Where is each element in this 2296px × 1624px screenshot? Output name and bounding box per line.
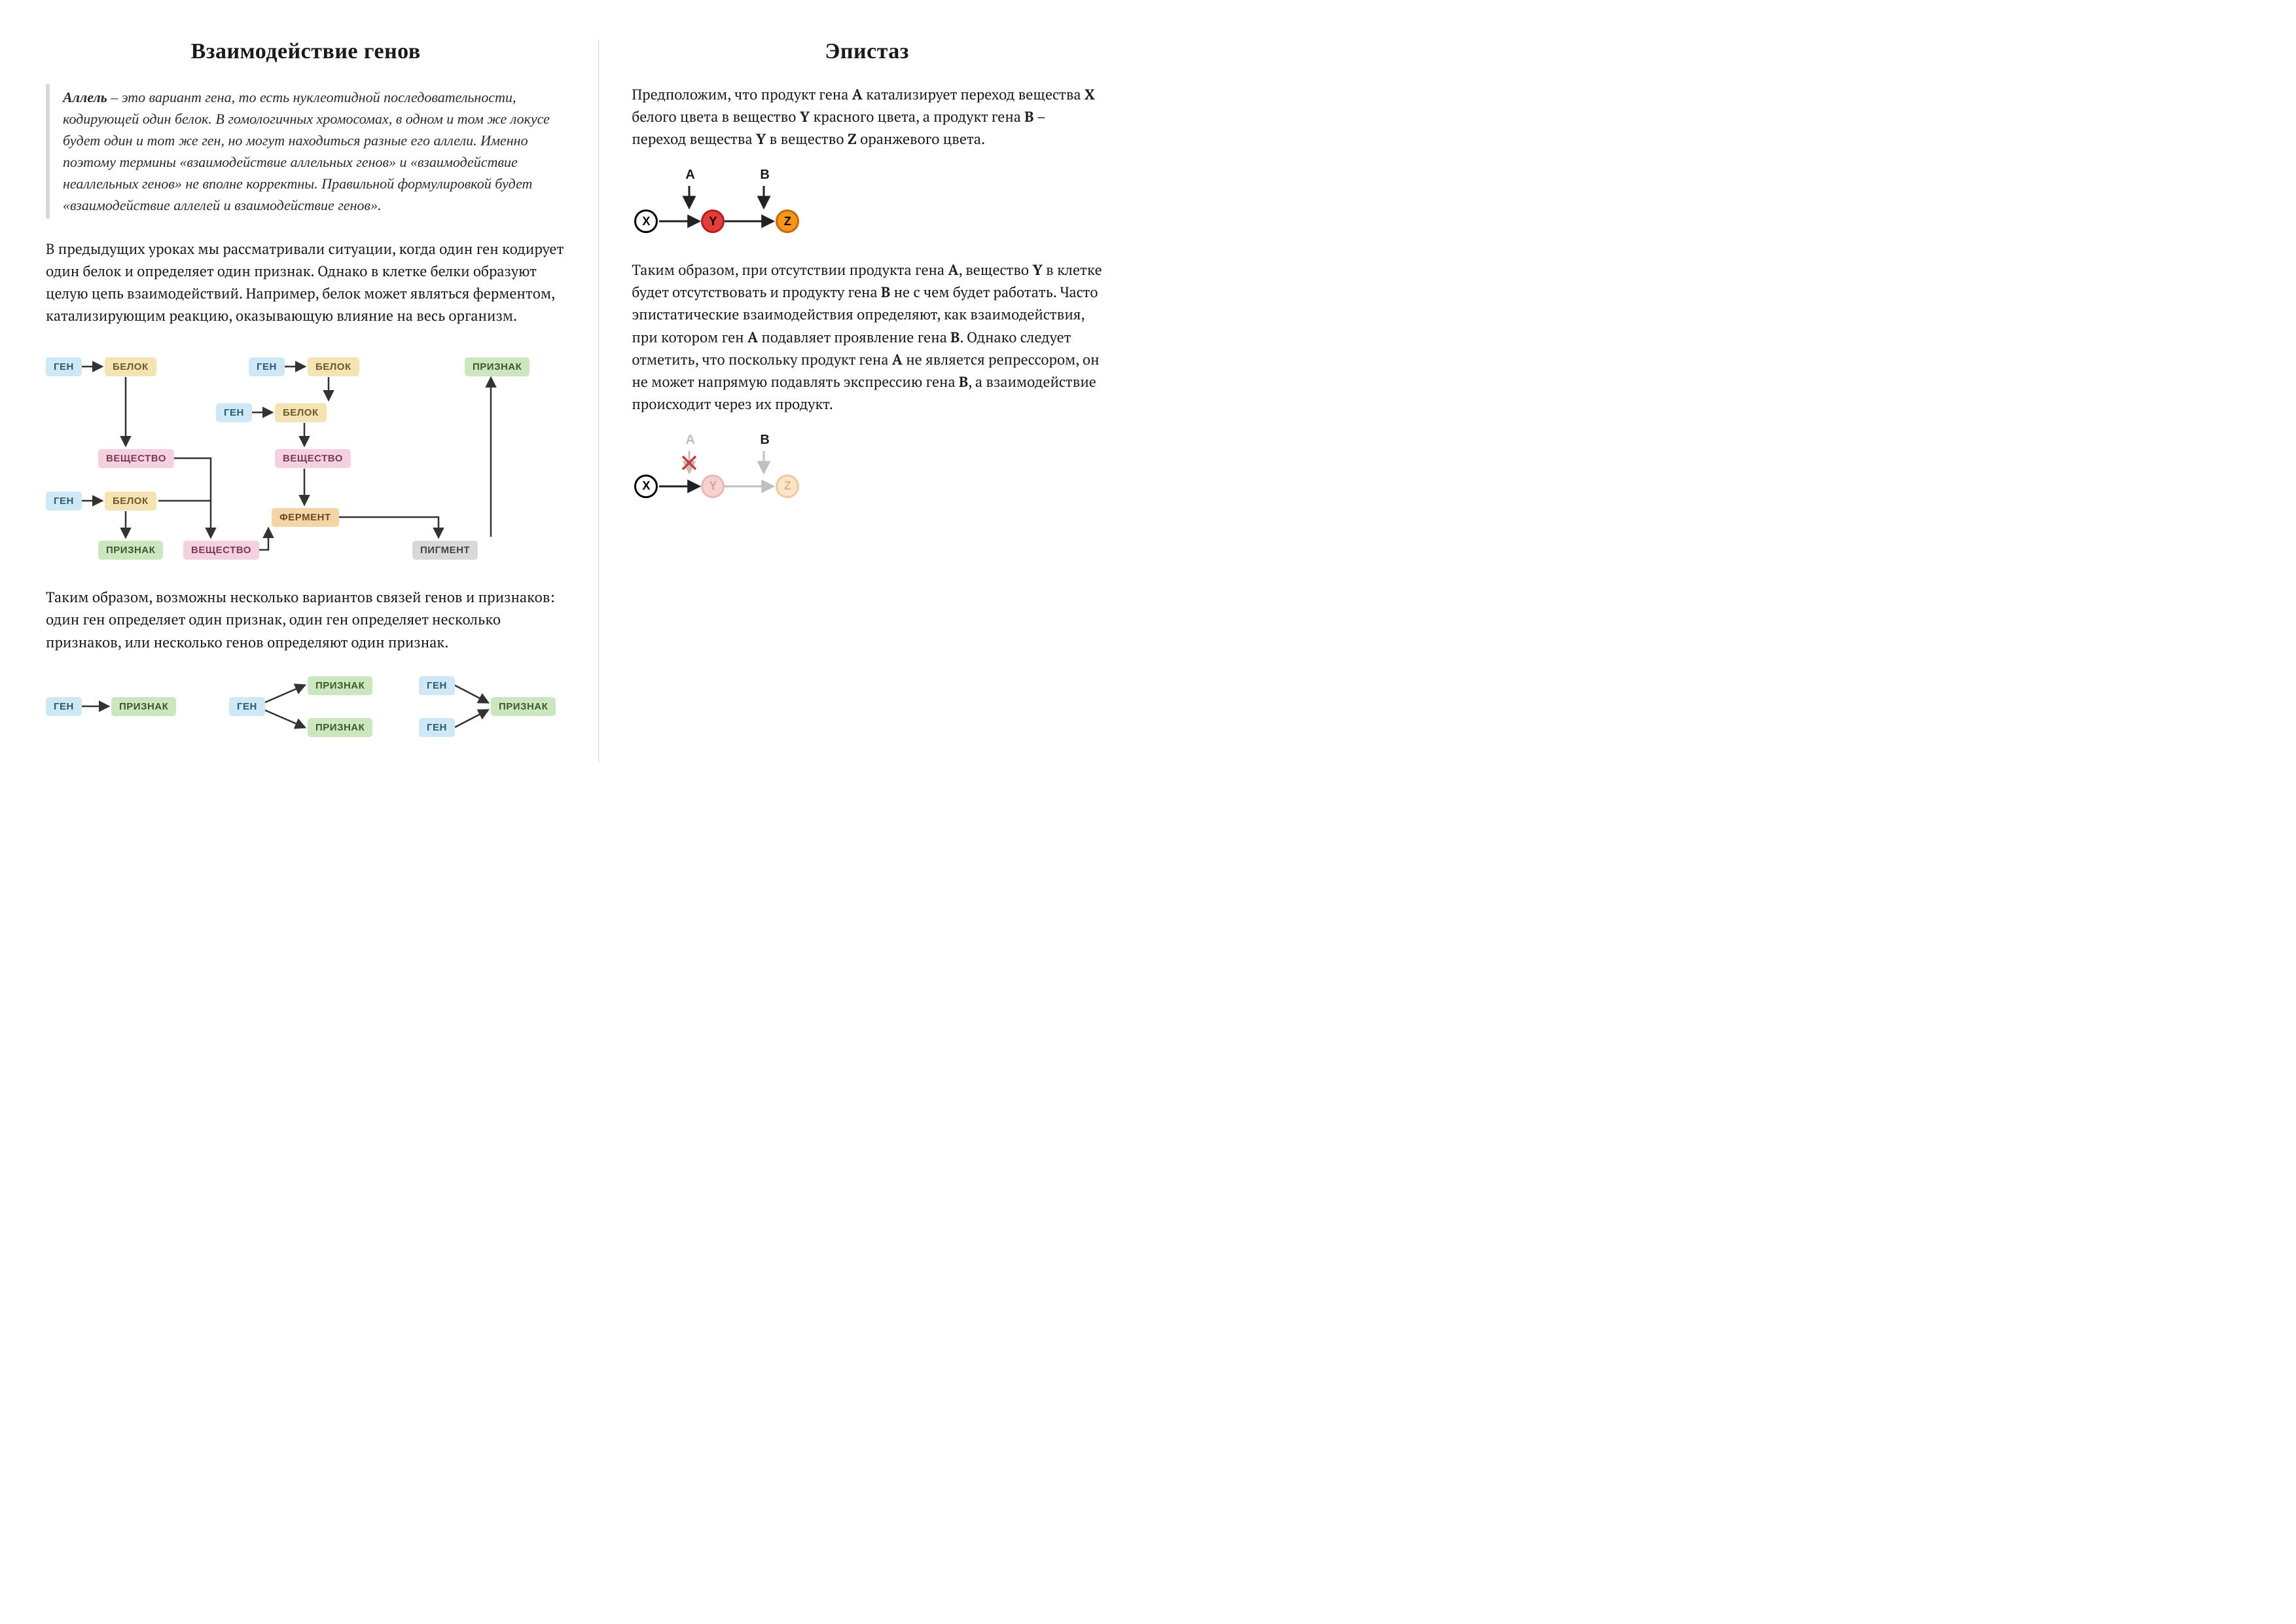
node-enzyme: ФЕРМЕНТ — [272, 508, 339, 527]
epi1-arrows — [632, 168, 841, 240]
node-protein: БЕЛОК — [105, 357, 156, 376]
node-substance: ВЕЩЕСТВО — [98, 449, 174, 468]
node-trait: ПРИЗНАК — [111, 697, 176, 716]
left-para-1: В предыдущих уроках мы рассматривали сит… — [46, 238, 565, 327]
right-title: Эпистаз — [632, 39, 1102, 64]
node-gene: ГЕН — [46, 697, 82, 716]
gene-network-diagram: ГЕН БЕЛОК ГЕН БЕЛОК ГЕН БЕЛОК ВЕЩЕСТВО В… — [46, 344, 543, 567]
node-trait: ПРИЗНАК — [491, 697, 556, 716]
gene-trait-variants-diagram: ГЕН ПРИЗНАК ГЕН ПРИЗНАК ПРИЗНАК ГЕН ГЕН … — [46, 671, 556, 743]
epistasis-diagram-suppressed: A B X Y Z — [632, 433, 841, 505]
node-gene: ГЕН — [419, 676, 455, 695]
node-pigment: ПИГМЕНТ — [412, 541, 478, 560]
node-trait: ПРИЗНАК — [98, 541, 163, 560]
right-para-2: Таким образом, при отсутствии продукта г… — [632, 259, 1102, 416]
node-protein: БЕЛОК — [105, 492, 156, 511]
node-protein: БЕЛОК — [275, 403, 327, 422]
allele-quote: Аллель – это вариант гена, то есть нукле… — [46, 84, 565, 219]
allele-quote-text: – это вариант гена, то есть нуклеотидной… — [63, 89, 550, 213]
node-trait: ПРИЗНАК — [308, 718, 372, 737]
node-gene: ГЕН — [229, 697, 265, 716]
epi2-arrows — [632, 433, 841, 505]
node-substance: ВЕЩЕСТВО — [183, 541, 259, 560]
left-para-2: Таким образом, возможны несколько вариан… — [46, 586, 565, 653]
node-gene: ГЕН — [46, 492, 82, 511]
epistasis-diagram-active: A B X Y Z — [632, 168, 841, 240]
node-gene: ГЕН — [249, 357, 285, 376]
node-protein: БЕЛОК — [308, 357, 359, 376]
node-gene: ГЕН — [46, 357, 82, 376]
node-trait: ПРИЗНАК — [465, 357, 529, 376]
gene-b-label: B — [760, 168, 769, 183]
node-trait: ПРИЗНАК — [308, 676, 372, 695]
left-title: Взаимодействие генов — [46, 39, 565, 64]
node-gene: ГЕН — [419, 718, 455, 737]
allele-term: Аллель — [63, 89, 107, 105]
node-gene: ГЕН — [216, 403, 252, 422]
gene-a-label-faded: A — [685, 433, 694, 448]
node-substance: ВЕЩЕСТВО — [275, 449, 351, 468]
gene-a-label: A — [685, 168, 694, 183]
gene-b-label: B — [760, 433, 769, 448]
right-para-1: Предположим, что продукт гена A катализи… — [632, 84, 1102, 151]
